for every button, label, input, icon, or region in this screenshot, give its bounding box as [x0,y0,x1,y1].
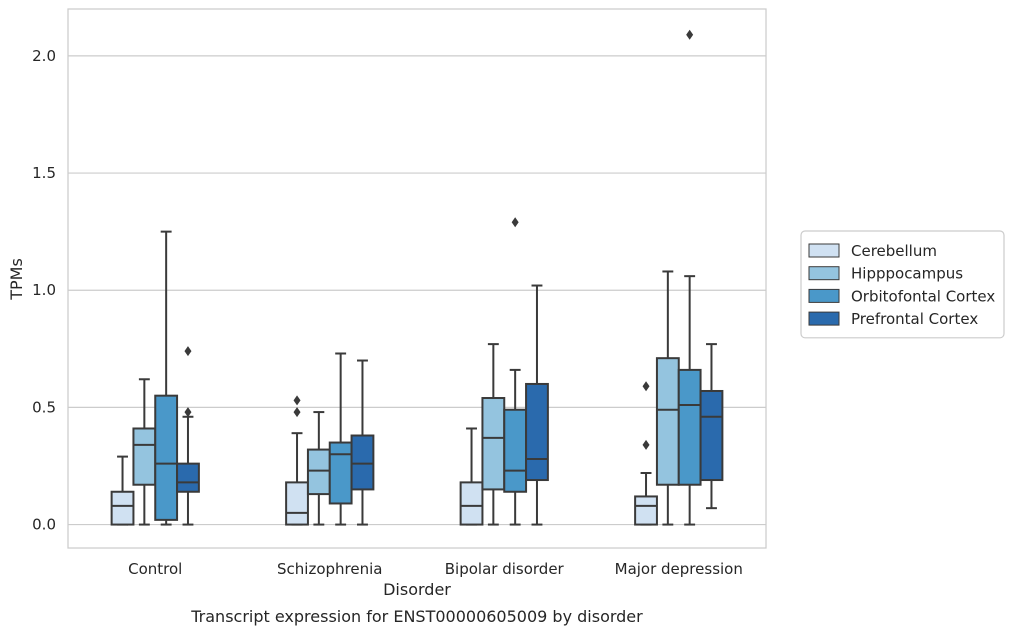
box-hipppocampus [306,411,331,526]
box-iqr [459,481,484,526]
outlier-point [184,346,192,357]
x-tick-label: Major depression [615,560,743,578]
plot-frame [67,8,767,549]
outlier-point [511,217,519,228]
outlier-point [642,381,650,392]
legend-swatch [808,311,840,326]
box-hipppocampus [132,378,157,526]
box-cerebellum [110,455,135,526]
box-hipppocampus [481,343,506,526]
legend-swatch [808,243,840,258]
box-iqr [634,495,658,526]
box-prefrontal-cortex [350,359,375,526]
x-tick-label: Control [128,560,182,578]
box-iqr [350,434,375,491]
outlier-point [686,29,694,40]
y-tick-label: 0.0 [32,516,56,534]
box-prefrontal-cortex [699,343,724,510]
box-orbitofontal-cortex [503,217,528,526]
box-iqr [285,481,309,526]
legend-label: Orbitofontal Cortex [851,287,995,305]
box-orbitofontal-cortex [677,29,702,526]
legend-swatch [808,266,840,281]
y-axis-label: TPMs [7,258,26,301]
y-tick-label: 1.0 [32,281,56,299]
x-axis-label: Disorder [383,580,451,599]
legend-label: Hipppocampus [851,265,963,283]
box-iqr [132,427,157,486]
outlier-point [293,395,301,406]
y-tick-label: 1.5 [32,164,56,182]
x-tick-label: Bipolar disorder [445,560,565,578]
outlier-point [642,439,650,450]
box-iqr [503,408,528,493]
box-iqr [481,397,506,491]
chart-caption: Transcript expression for ENST0000060500… [190,607,643,626]
legend-swatch [808,288,840,303]
box-cerebellum [459,427,484,526]
x-tick-label: Schizophrenia [277,560,382,578]
box-prefrontal-cortex [525,284,549,526]
outlier-point [184,407,192,418]
box-iqr [110,490,135,526]
box-orbitofontal-cortex [154,230,179,526]
box-iqr [655,357,680,486]
box-iqr [328,441,353,505]
box-plot-area [110,29,724,526]
box-iqr [525,382,549,482]
outlier-point [293,407,301,418]
box-orbitofontal-cortex [328,352,353,526]
box-iqr [699,389,724,482]
box-iqr [176,462,200,493]
box-hipppocampus [655,270,680,526]
box-iqr [306,448,331,496]
box-cerebellum [285,395,309,526]
x-tick-labels: Control Schizophrenia Bipolar disorder Majo… [128,560,743,578]
y-tick-label: 2.0 [32,47,56,65]
legend-frame [800,230,1005,339]
legend: Cerebellum Hipppocampus Orbitofontal Corte… [800,230,1005,339]
box-iqr [154,394,179,521]
y-tick-labels: 0.0 0.5 1.0 1.5 2.0 [32,47,56,534]
box-cerebellum [634,381,658,526]
box-prefrontal-cortex [176,346,200,526]
legend-label: Cerebellum [851,242,937,260]
box-iqr [677,368,702,486]
legend-label: Prefrontal Cortex [851,310,978,328]
y-tick-label: 0.5 [32,398,56,416]
